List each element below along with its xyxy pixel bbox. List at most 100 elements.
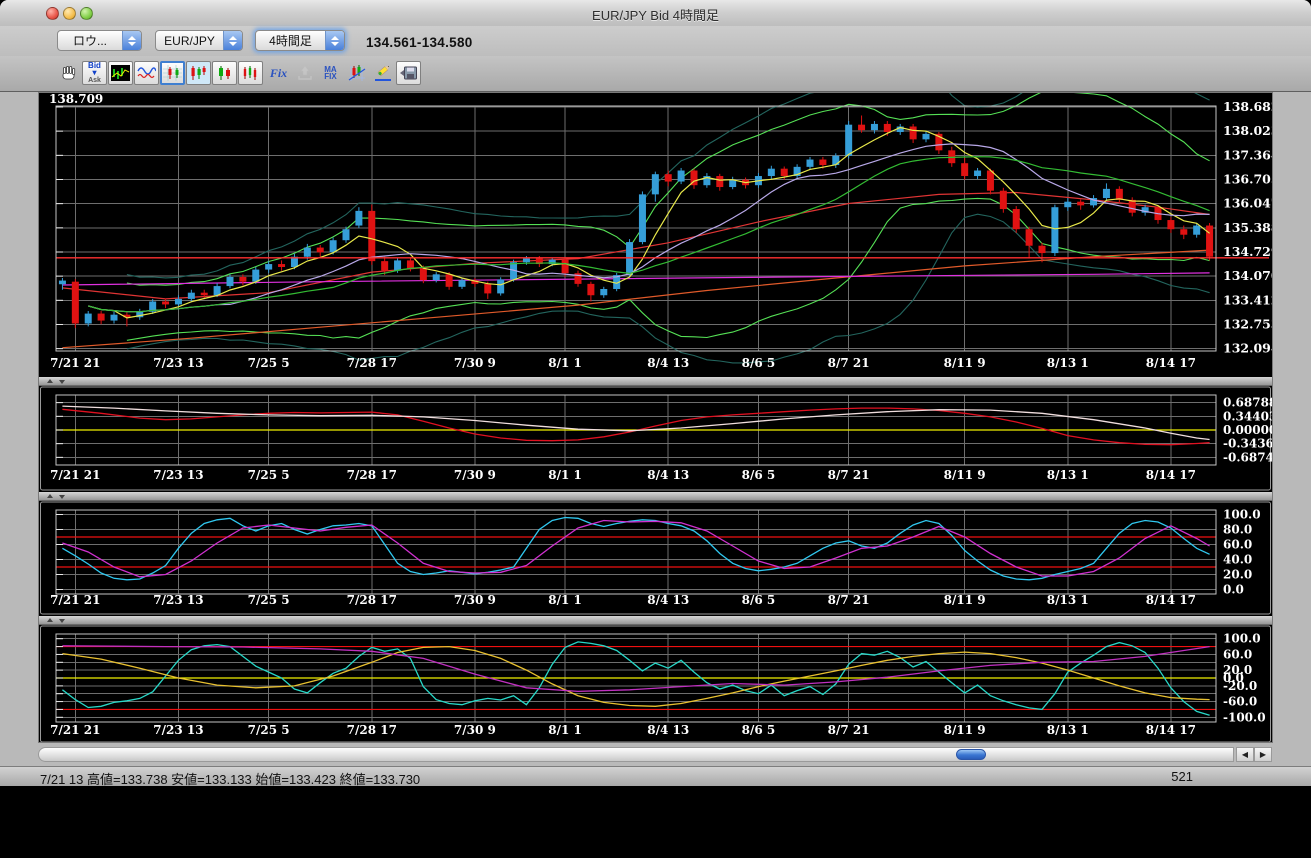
ma-fix-button[interactable]: MA FIX bbox=[318, 61, 343, 85]
svg-text:0.00000: 0.00000 bbox=[1223, 423, 1272, 437]
svg-text:-100.0: -100.0 bbox=[1223, 710, 1266, 724]
svg-text:8/4 13: 8/4 13 bbox=[647, 723, 689, 737]
collapse-down-icon bbox=[59, 495, 65, 499]
candle-grid-icon bbox=[163, 65, 182, 81]
svg-text:7/23 13: 7/23 13 bbox=[153, 723, 203, 737]
candles-updown-icon bbox=[219, 66, 230, 80]
svg-text:7/28 17: 7/28 17 bbox=[347, 593, 397, 607]
svg-text:20.0: 20.0 bbox=[1223, 663, 1252, 677]
svg-text:7/28 17: 7/28 17 bbox=[347, 723, 397, 737]
svg-text:0.0: 0.0 bbox=[1223, 583, 1244, 597]
svg-text:8/13 1: 8/13 1 bbox=[1047, 356, 1089, 370]
svg-text:8/11 9: 8/11 9 bbox=[944, 723, 986, 737]
panel-splitter-3[interactable] bbox=[39, 616, 1272, 625]
timeframe-dropdown[interactable]: 4時間足 bbox=[255, 30, 345, 51]
stepper-icon[interactable] bbox=[325, 31, 344, 50]
svg-text:7/25 5: 7/25 5 bbox=[248, 723, 290, 737]
timeframe-label: 4時間足 bbox=[269, 34, 312, 48]
svg-text:7/23 13: 7/23 13 bbox=[153, 593, 203, 607]
hand-icon bbox=[62, 66, 75, 80]
titlebar[interactable]: EUR/JPY Bid 4時間足 bbox=[0, 0, 1311, 26]
statusbar: 7/21 13 高値=133.738 安値=133.133 始値=133.423… bbox=[0, 766, 1311, 787]
candles-volume-button[interactable] bbox=[238, 61, 263, 85]
svg-text:7/30 9: 7/30 9 bbox=[454, 468, 496, 482]
candle-style-icon bbox=[191, 66, 206, 80]
collapse-up-icon bbox=[47, 379, 53, 383]
window-close-button[interactable] bbox=[46, 7, 59, 20]
icon-toolbar: Bid ▾ Ask bbox=[0, 56, 1311, 92]
symbol-dropdown[interactable]: EUR/JPY bbox=[155, 30, 243, 51]
candles-updown-button[interactable] bbox=[212, 61, 237, 85]
chart-area[interactable]: 138.709 138.682 138.023 137.364 136.705 136.0… bbox=[38, 56, 1282, 743]
scroll-left-button[interactable]: ◀ bbox=[1236, 747, 1254, 762]
scroll-right-button[interactable]: ▶ bbox=[1254, 747, 1272, 762]
svg-text:0.68788: 0.68788 bbox=[1223, 396, 1272, 410]
svg-text:0.34403: 0.34403 bbox=[1223, 409, 1272, 423]
window-title: EUR/JPY Bid 4時間足 bbox=[592, 8, 719, 23]
candlesticks bbox=[58, 115, 1214, 328]
svg-text:138.023: 138.023 bbox=[1223, 123, 1272, 138]
svg-text:7/28 17: 7/28 17 bbox=[347, 356, 397, 370]
upload-icon bbox=[297, 65, 312, 80]
oscillator-view-button[interactable] bbox=[134, 61, 159, 85]
svg-text:8/1 1: 8/1 1 bbox=[548, 468, 582, 482]
svg-text:132.094: 132.094 bbox=[1223, 341, 1272, 356]
svg-text:7/30 9: 7/30 9 bbox=[454, 593, 496, 607]
svg-text:7/21 21: 7/21 21 bbox=[50, 356, 100, 370]
collapse-down-icon bbox=[59, 380, 65, 384]
bid-ask-quote: 134.561-134.580 bbox=[366, 35, 473, 50]
chart-window-button[interactable] bbox=[108, 61, 133, 85]
svg-text:135.388: 135.388 bbox=[1223, 220, 1272, 235]
stepper-icon[interactable] bbox=[122, 31, 141, 50]
svg-text:8/14 17: 8/14 17 bbox=[1146, 356, 1196, 370]
svg-text:80.0: 80.0 bbox=[1223, 523, 1252, 537]
pan-hand-button[interactable] bbox=[56, 61, 81, 85]
chart-type-label: ロウ... bbox=[72, 34, 107, 48]
svg-text:8/11 9: 8/11 9 bbox=[944, 356, 986, 370]
draw-pencil-button[interactable] bbox=[370, 61, 395, 85]
fix-icon: Fix bbox=[269, 65, 288, 80]
svg-text:8/7 21: 8/7 21 bbox=[828, 356, 870, 370]
candle-style-button[interactable] bbox=[186, 61, 211, 85]
svg-text:137.364: 137.364 bbox=[1223, 147, 1272, 162]
horizontal-scrollbar[interactable]: ◀ ▶ bbox=[38, 746, 1273, 764]
svg-text:7/30 9: 7/30 9 bbox=[454, 356, 496, 370]
panel-splitter-2[interactable] bbox=[39, 492, 1272, 501]
chart-type-dropdown[interactable]: ロウ... bbox=[57, 30, 142, 51]
svg-text:8/4 13: 8/4 13 bbox=[647, 356, 689, 370]
svg-text:8/6 5: 8/6 5 bbox=[742, 468, 776, 482]
svg-text:7/25 5: 7/25 5 bbox=[248, 593, 290, 607]
save-chart-button[interactable] bbox=[396, 61, 421, 85]
ma-candles-button[interactable] bbox=[344, 61, 369, 85]
svg-text:8/7 21: 8/7 21 bbox=[828, 593, 870, 607]
scrollbar-track[interactable] bbox=[38, 747, 1234, 762]
window-minimize-button[interactable] bbox=[63, 7, 76, 20]
svg-text:60.0: 60.0 bbox=[1223, 538, 1252, 552]
svg-text:132.753: 132.753 bbox=[1223, 316, 1272, 331]
svg-text:8/6 5: 8/6 5 bbox=[742, 593, 776, 607]
svg-text:8/1 1: 8/1 1 bbox=[548, 593, 582, 607]
svg-text:134.729: 134.729 bbox=[1223, 244, 1272, 259]
svg-text:7/21 21: 7/21 21 bbox=[50, 723, 100, 737]
panel-splitter-1[interactable] bbox=[39, 377, 1272, 386]
scrollbar-thumb[interactable] bbox=[956, 749, 986, 760]
save-disk-icon bbox=[400, 66, 417, 80]
svg-text:7/28 17: 7/28 17 bbox=[347, 468, 397, 482]
svg-text:8/14 17: 8/14 17 bbox=[1146, 593, 1196, 607]
candle-ohlc-readout: 7/21 13 高値=133.738 安値=133.133 始値=133.423… bbox=[40, 772, 421, 787]
svg-text:7/25 5: 7/25 5 bbox=[248, 356, 290, 370]
svg-text:7/21 21: 7/21 21 bbox=[50, 468, 100, 482]
svg-text:8/7 21: 8/7 21 bbox=[828, 468, 870, 482]
selector-toolbar: ロウ... EUR/JPY 4時間足 134.561-134.580 bbox=[0, 26, 1311, 56]
bid-ask-toggle-button[interactable]: Bid ▾ Ask bbox=[82, 61, 107, 85]
candle-grid-view-button[interactable] bbox=[160, 61, 185, 85]
candle-count: 521 bbox=[1171, 769, 1193, 784]
stepper-icon[interactable] bbox=[223, 31, 242, 50]
window-zoom-button[interactable] bbox=[80, 7, 93, 20]
fix-button[interactable]: Fix bbox=[266, 61, 291, 85]
oscillator-icon bbox=[137, 67, 156, 79]
svg-text:7/21 21: 7/21 21 bbox=[50, 593, 100, 607]
svg-text:8/6 5: 8/6 5 bbox=[742, 723, 776, 737]
svg-text:7/25 5: 7/25 5 bbox=[248, 468, 290, 482]
svg-text:8/6 5: 8/6 5 bbox=[742, 356, 776, 370]
